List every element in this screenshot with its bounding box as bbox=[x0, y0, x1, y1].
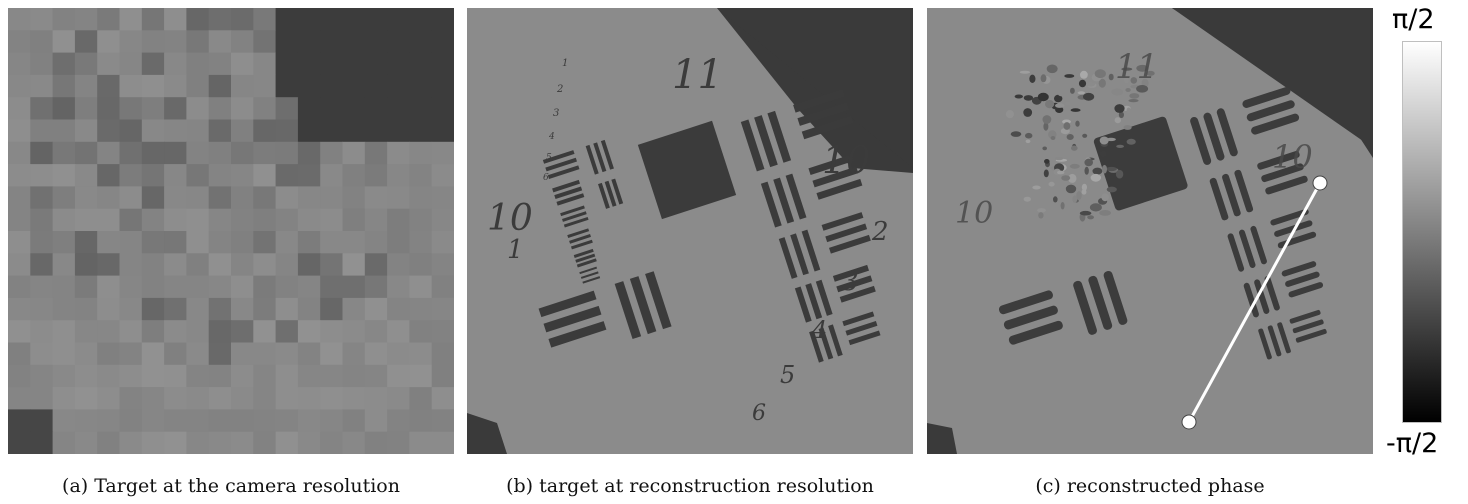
small-element-4-label: 4 bbox=[548, 132, 555, 142]
element-1-label: 1 bbox=[507, 235, 524, 265]
colorbar-max-label: π/2 bbox=[1392, 4, 1435, 35]
profile-start-marker bbox=[1312, 175, 1328, 191]
element-4-label: 4 bbox=[811, 316, 827, 344]
phase-target-graphic: 11 10 10 bbox=[927, 8, 1373, 454]
svg-text:10: 10 bbox=[1272, 138, 1313, 176]
caption-b: (b) target at reconstruction resolution bbox=[506, 475, 874, 497]
camera-resolution-image bbox=[8, 8, 454, 454]
element-3-label: 3 bbox=[842, 267, 859, 297]
group-10-left-label: 10 bbox=[487, 198, 533, 239]
svg-text:11: 11 bbox=[1115, 47, 1158, 87]
small-element-5-label: 5 bbox=[546, 153, 552, 163]
colorbar-min-label: -π/2 bbox=[1386, 428, 1439, 459]
small-element-3-label: 3 bbox=[553, 108, 559, 119]
group-10-top-label: 10 bbox=[822, 138, 870, 182]
group-11-label: 11 bbox=[672, 52, 723, 98]
profile-end-marker bbox=[1181, 414, 1197, 430]
small-element-2-label: 2 bbox=[556, 84, 563, 95]
profile-line bbox=[1187, 182, 1322, 423]
element-5-label: 5 bbox=[780, 361, 795, 389]
resolution-target-graphic: 11 10 10 1 2 3 4 5 6 1 2 3 4 5 6 bbox=[467, 8, 913, 454]
small-element-1-label: 1 bbox=[562, 58, 568, 69]
phase-colorbar bbox=[1402, 41, 1442, 423]
pixelated-target-graphic bbox=[8, 8, 454, 454]
small-element-6-label: 6 bbox=[543, 173, 549, 183]
element-2-label: 2 bbox=[871, 217, 889, 247]
reconstruction-resolution-image: 11 10 10 1 2 3 4 5 6 1 2 3 4 5 6 bbox=[467, 8, 913, 454]
caption-c: (c) reconstructed phase bbox=[1035, 475, 1265, 497]
svg-text:10: 10 bbox=[955, 196, 993, 231]
caption-a: (a) Target at the camera resolution bbox=[62, 475, 400, 497]
element-6-label: 6 bbox=[752, 401, 766, 426]
reconstructed-phase-image: 11 10 10 bbox=[927, 8, 1373, 454]
